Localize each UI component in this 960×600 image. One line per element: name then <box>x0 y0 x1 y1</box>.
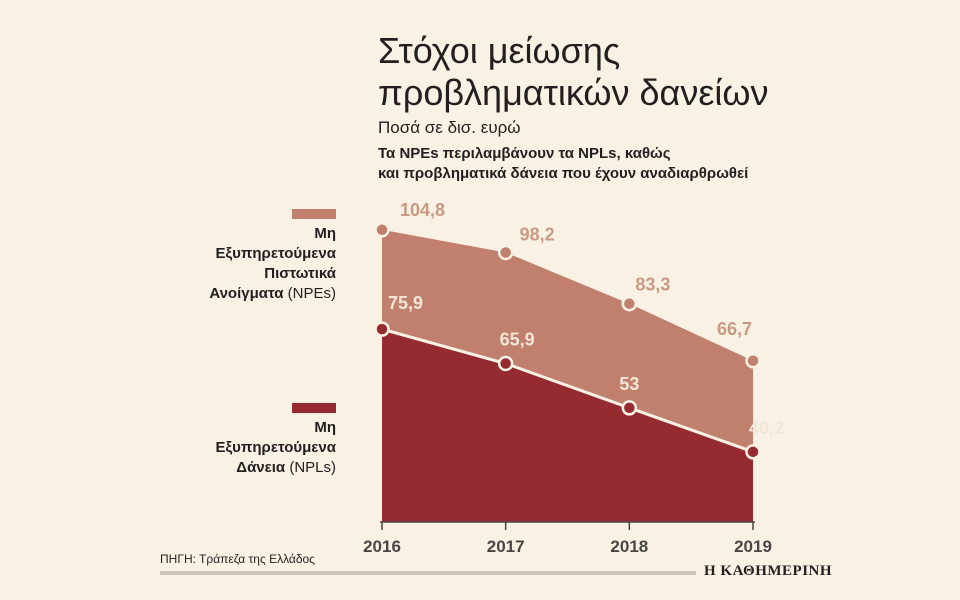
chart-note: Τα NPEs περιλαμβάνουν τα NPLs, καθώς και… <box>378 144 748 184</box>
npl-value-label: 75,9 <box>388 293 423 313</box>
page-title: Στόχοι μείωσης προβληματικών δανείων <box>378 30 918 114</box>
npl-point <box>374 321 390 337</box>
npe-point <box>374 222 390 238</box>
footer-divider <box>160 571 696 575</box>
legend-npe-line-3: Πιστωτικά <box>264 265 336 282</box>
legend-npe-line-4-normal: (NPEs) <box>283 285 336 302</box>
npe-value-label: 98,2 <box>520 224 555 244</box>
npe-value-label: 83,3 <box>635 275 670 295</box>
x-tick-label: 2019 <box>734 537 772 556</box>
title-line-1: Στόχοι μείωσης <box>378 30 621 71</box>
note-line-1: Τα NPEs περιλαμβάνουν τα NPLs, καθώς <box>378 145 671 162</box>
npe-value-label: 66,7 <box>717 319 752 339</box>
npl-value-label: 65,9 <box>500 330 535 350</box>
x-tick-label: 2017 <box>487 537 525 556</box>
legend-npe-line-4-bold: Ανοίγματα <box>209 285 284 302</box>
area-layer <box>381 229 754 522</box>
npl-value-label: 40,2 <box>749 418 784 438</box>
label-layer: 104,8 98,2 83,3 66,7 75,9 65,9 53 40,2 <box>388 200 784 438</box>
legend-item-npl: Μη Εξυπηρετούμενα Δάνεια (NPLs) <box>150 418 337 478</box>
legend-npl-line-3-bold: Δάνεια <box>236 459 286 476</box>
marker-layer <box>374 222 761 460</box>
npl-point <box>497 355 514 372</box>
npl-area <box>382 329 753 522</box>
npl-value-label: 53 <box>619 374 639 394</box>
legend-npl-line-1: Μη <box>314 419 336 436</box>
note-line-2: και προβληματικά δάνεια που έχουν αναδια… <box>378 165 749 182</box>
title-line-2: προβληματικών δανείων <box>378 72 769 113</box>
npe-point <box>621 295 638 312</box>
legend-npl-line-2: Εξυπηρετούμενα <box>215 439 337 456</box>
npe-point <box>745 353 761 369</box>
x-tick-label: 2016 <box>363 537 401 556</box>
legend-npe-line-1: Μη <box>314 225 336 242</box>
brand-logo: Η ΚΑΘΗΜΕΡΙΝΗ <box>704 563 833 579</box>
source-note: ΠΗΓΗ: Τράπεζα της Ελλάδος <box>160 552 315 566</box>
npl-point <box>745 444 761 460</box>
npe-point <box>497 244 514 261</box>
npe-value-label: 104,8 <box>400 200 445 220</box>
subtitle: Ποσά σε δισ. ευρώ <box>378 118 521 137</box>
legend-swatch-npe <box>292 209 336 219</box>
npl-point <box>621 400 638 416</box>
x-tick-label: 2018 <box>610 537 648 556</box>
legend-npl-line-3-normal: (NPLs) <box>285 459 336 476</box>
legend-item-npe: Μη Εξυπηρετούμενα Πιστωτικά Ανοίγματα (N… <box>150 224 336 304</box>
npl-line <box>381 327 754 454</box>
legend-swatch-npl <box>292 403 336 413</box>
legend-npe-line-2: Εξυπηρετούμενα <box>215 245 337 262</box>
x-axis: 2016 2017 2018 2019 <box>363 521 772 556</box>
